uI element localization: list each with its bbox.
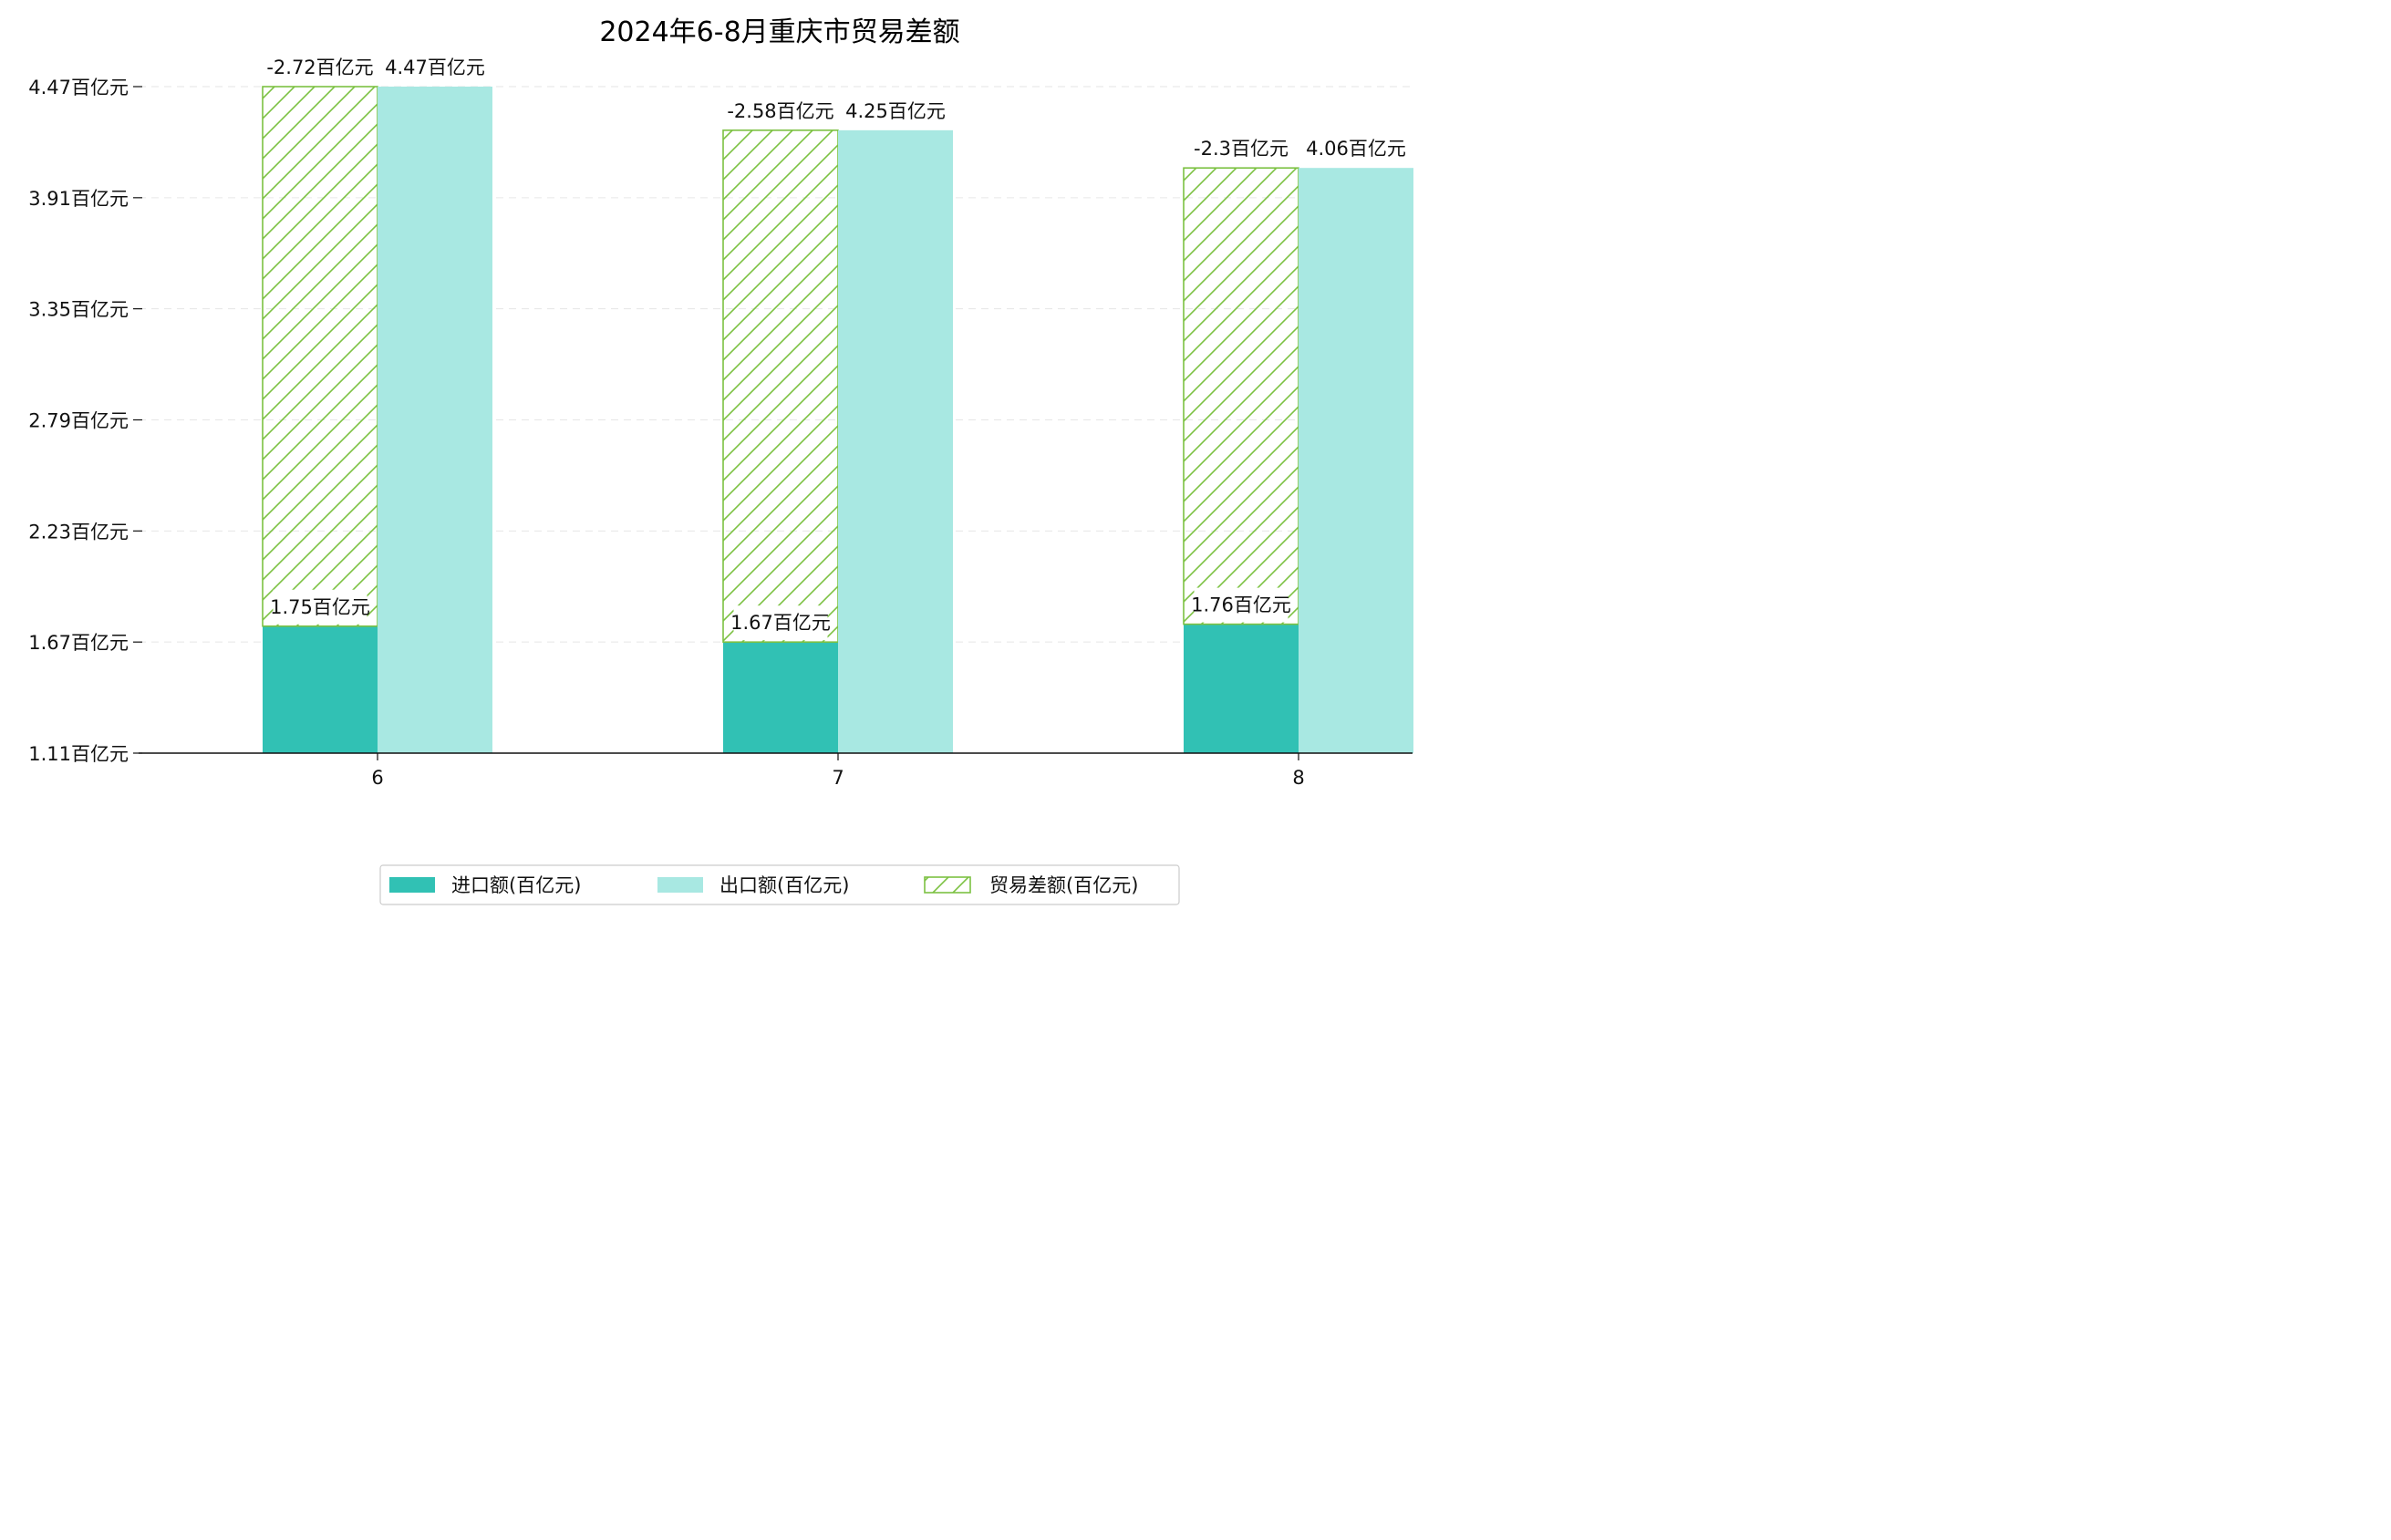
legend-label: 出口额(百亿元) (719, 874, 849, 896)
legend-swatch-balance (924, 876, 971, 894)
balance-value-label-box (728, 93, 833, 129)
balance-bar (1183, 167, 1299, 625)
legend-swatch (657, 877, 703, 893)
import-value-label: 1.76百亿元 (1191, 594, 1291, 616)
legend-box (379, 864, 1180, 905)
legend-label: 贸易差额(百亿元) (989, 874, 1138, 896)
export-bar (838, 129, 953, 753)
import-value-label: 1.67百亿元 (730, 612, 831, 634)
balance-bar (722, 129, 839, 643)
import-bar (263, 625, 378, 753)
y-tick-label: 3.35百亿元 (28, 299, 129, 321)
legend-label: 进口额(百亿元) (451, 874, 581, 896)
trade-balance-chart: 2024年6-8月重庆市贸易差额 1.11百亿元 1.67百亿元 2.23百亿元 2.… (28, 16, 1413, 905)
axes: 1.11百亿元 1.67百亿元 2.23百亿元 2.79百亿元 3.35百亿元 3.91百… (28, 77, 1413, 789)
export-value-label-box (1309, 131, 1403, 167)
y-tick-label: 1.11百亿元 (28, 743, 129, 765)
import-bar (723, 642, 838, 753)
import-value-label-box (1194, 587, 1289, 623)
balance-value-label: -2.58百亿元 (727, 100, 833, 122)
x-tick-label: 7 (832, 767, 844, 789)
bars (262, 86, 1413, 753)
export-value-label: 4.47百亿元 (385, 57, 485, 78)
import-value-label-box (733, 605, 828, 641)
export-value-label-box (848, 93, 943, 129)
y-tick-label: 2.79百亿元 (28, 410, 129, 432)
legend-swatch (389, 877, 435, 893)
export-value-label: 4.06百亿元 (1306, 138, 1406, 160)
balance-value-label: -2.72百亿元 (266, 57, 373, 78)
import-value-label-box (273, 589, 367, 625)
y-tick-label: 3.91百亿元 (28, 188, 129, 210)
x-tick-label: 6 (371, 767, 383, 789)
balance-value-label: -2.3百亿元 (1194, 138, 1289, 160)
export-bar (1299, 168, 1413, 753)
import-value-label: 1.75百亿元 (270, 596, 370, 618)
export-bar (378, 87, 492, 753)
import-bar (1184, 624, 1299, 753)
balance-value-label-box (267, 50, 373, 85)
export-value-label: 4.25百亿元 (845, 100, 946, 122)
chart-title: 2024年6-8月重庆市贸易差额 (599, 16, 959, 48)
legend: 进口额(百亿元) 出口额(百亿元) 贸易差额(百亿元) (379, 864, 1180, 905)
balance-value-label-box (1194, 131, 1289, 167)
y-tick-label: 1.67百亿元 (28, 632, 129, 654)
y-tick-label: 4.47百亿元 (28, 77, 129, 98)
export-value-label-box (388, 50, 482, 85)
x-tick-label: 8 (1292, 767, 1304, 789)
balance-bar (262, 86, 378, 627)
y-tick-label: 2.23百亿元 (28, 521, 129, 543)
data-labels: 4.47百亿元 -2.72百亿元 1.75百亿元 4.25百亿元 -2.58百亿元 1.6… (266, 50, 1406, 641)
